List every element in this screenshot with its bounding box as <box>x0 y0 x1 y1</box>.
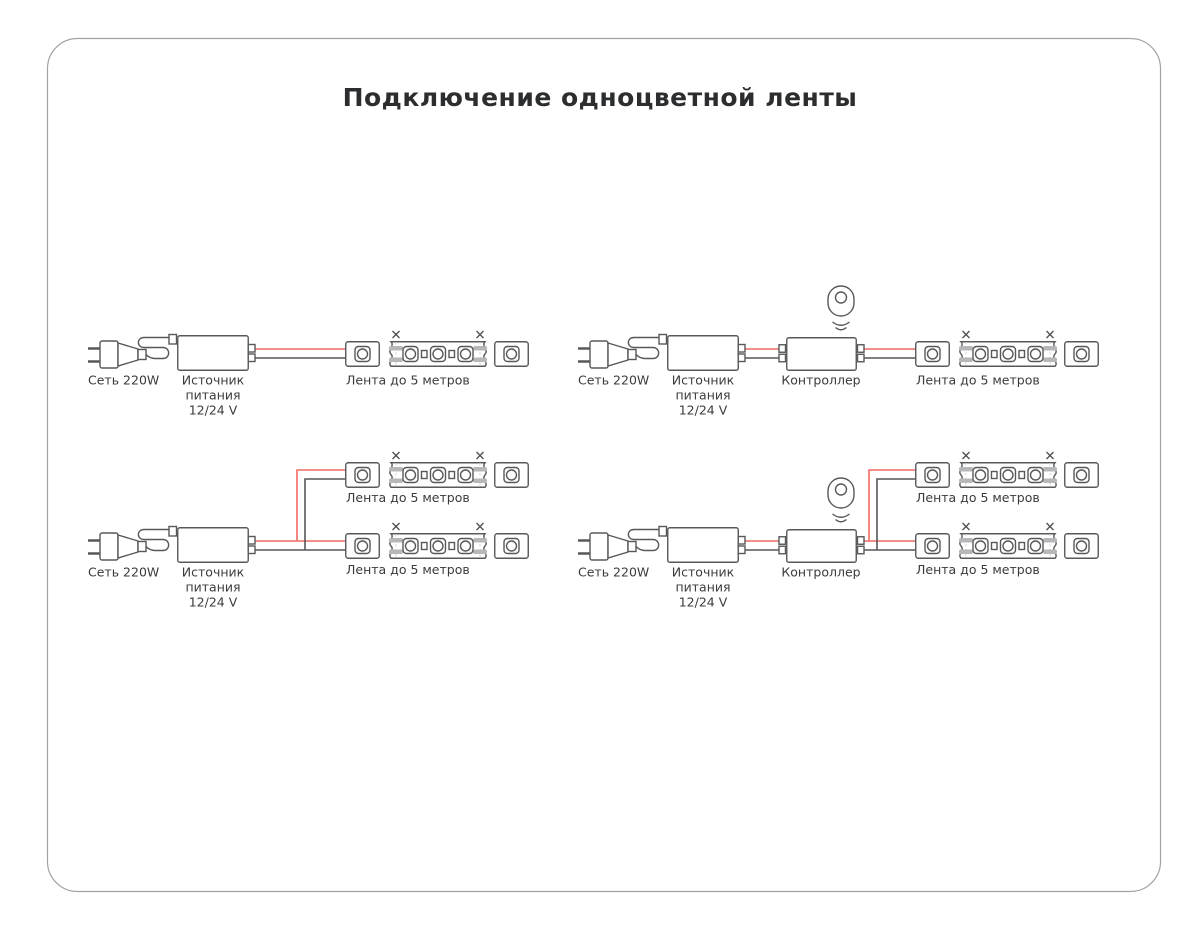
mains-label: Сеть 220W <box>578 565 649 580</box>
strip-label: Лента до 5 метров <box>916 562 1040 577</box>
wire-red <box>745 469 916 542</box>
psu-label-line1: Источник <box>672 565 735 580</box>
psu-label-line2: питания <box>185 388 240 403</box>
plug-and-power-supply <box>86 333 257 372</box>
led-strip <box>916 523 1099 558</box>
wire-black <box>745 478 916 551</box>
psu-label-line2: питания <box>675 388 730 403</box>
led-strip <box>916 452 1099 487</box>
strip-label: Лента до 5 метров <box>916 373 1040 388</box>
strip-label: Лента до 5 метров <box>916 490 1040 505</box>
remote-control <box>827 477 855 523</box>
page-title: Подключение одноцветной ленты <box>343 83 858 112</box>
strip-label: Лента до 5 метров <box>346 490 470 505</box>
mains-label: Сеть 220W <box>88 373 159 388</box>
psu-voltage-label: 12/24 V <box>189 403 238 418</box>
controller-unit <box>778 337 865 371</box>
diagram-psu-controller-two-strips: Сеть 220W Источник питания 12/24 V Контр… <box>576 452 1099 610</box>
led-strip <box>916 331 1099 366</box>
psu-label-line2: питания <box>185 580 240 595</box>
led-strip <box>346 331 529 366</box>
strip-label: Лента до 5 метров <box>346 562 470 577</box>
strip-label: Лента до 5 метров <box>346 373 470 388</box>
diagram-psu-controller-single-strip: Сеть 220W Источник питания 12/24 V Контр… <box>576 285 1099 418</box>
plug-and-power-supply <box>576 333 747 372</box>
mains-label: Сеть 220W <box>88 565 159 580</box>
card-border <box>46 37 1162 893</box>
mains-label: Сеть 220W <box>578 373 649 388</box>
controller-unit <box>778 529 865 563</box>
wire-red <box>255 469 346 542</box>
remote-control <box>827 285 855 331</box>
psu-label-line1: Источник <box>672 373 735 388</box>
plug-and-power-supply <box>86 525 257 564</box>
psu-voltage-label: 12/24 V <box>189 595 238 610</box>
led-strip <box>346 523 529 558</box>
psu-label-line1: Источник <box>182 373 245 388</box>
psu-voltage-label: 12/24 V <box>679 403 728 418</box>
controller-label: Контроллер <box>781 373 860 388</box>
psu-label-line1: Источник <box>182 565 245 580</box>
diagram-psu-single-strip: Сеть 220W Источник питания 12/24 V Лента… <box>86 331 529 418</box>
wire-black <box>255 478 346 551</box>
plug-and-power-supply <box>576 525 747 564</box>
psu-label-line2: питания <box>675 580 730 595</box>
led-strip <box>346 452 529 487</box>
controller-label: Контроллер <box>781 565 860 580</box>
diagram-psu-two-strips: Сеть 220W Источник питания 12/24 V Лента… <box>86 452 529 610</box>
psu-voltage-label: 12/24 V <box>679 595 728 610</box>
